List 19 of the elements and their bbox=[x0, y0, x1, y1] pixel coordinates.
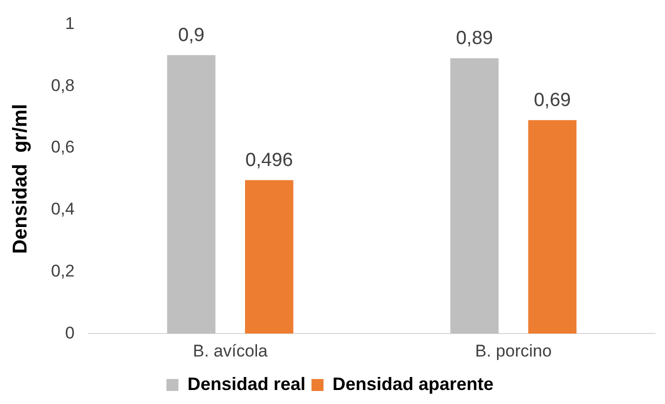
y-tick-label: 0,4 bbox=[50, 200, 75, 219]
data-label: 0,9 bbox=[178, 24, 204, 46]
data-label: 0,69 bbox=[534, 90, 571, 111]
legend-label: Densidad real bbox=[187, 374, 306, 394]
y-tick-label: 0 bbox=[65, 323, 75, 342]
bar bbox=[450, 58, 499, 334]
bar bbox=[167, 55, 216, 334]
y-tick-label: 0,8 bbox=[50, 76, 75, 95]
y-tick-label: 1 bbox=[65, 14, 75, 33]
bar bbox=[528, 120, 576, 334]
data-label: 0,496 bbox=[245, 150, 293, 171]
y-axis-title: Densidad gr/ml bbox=[10, 104, 32, 254]
y-tick-label: 0,2 bbox=[50, 261, 75, 280]
legend-label: Densidad aparente bbox=[332, 374, 494, 394]
bar bbox=[245, 180, 294, 334]
x-tick-label: B. avícola bbox=[192, 341, 268, 360]
x-tick-label: B. porcino bbox=[475, 341, 552, 360]
data-label: 0,89 bbox=[456, 28, 493, 49]
y-tick-label: 0,6 bbox=[50, 138, 75, 157]
